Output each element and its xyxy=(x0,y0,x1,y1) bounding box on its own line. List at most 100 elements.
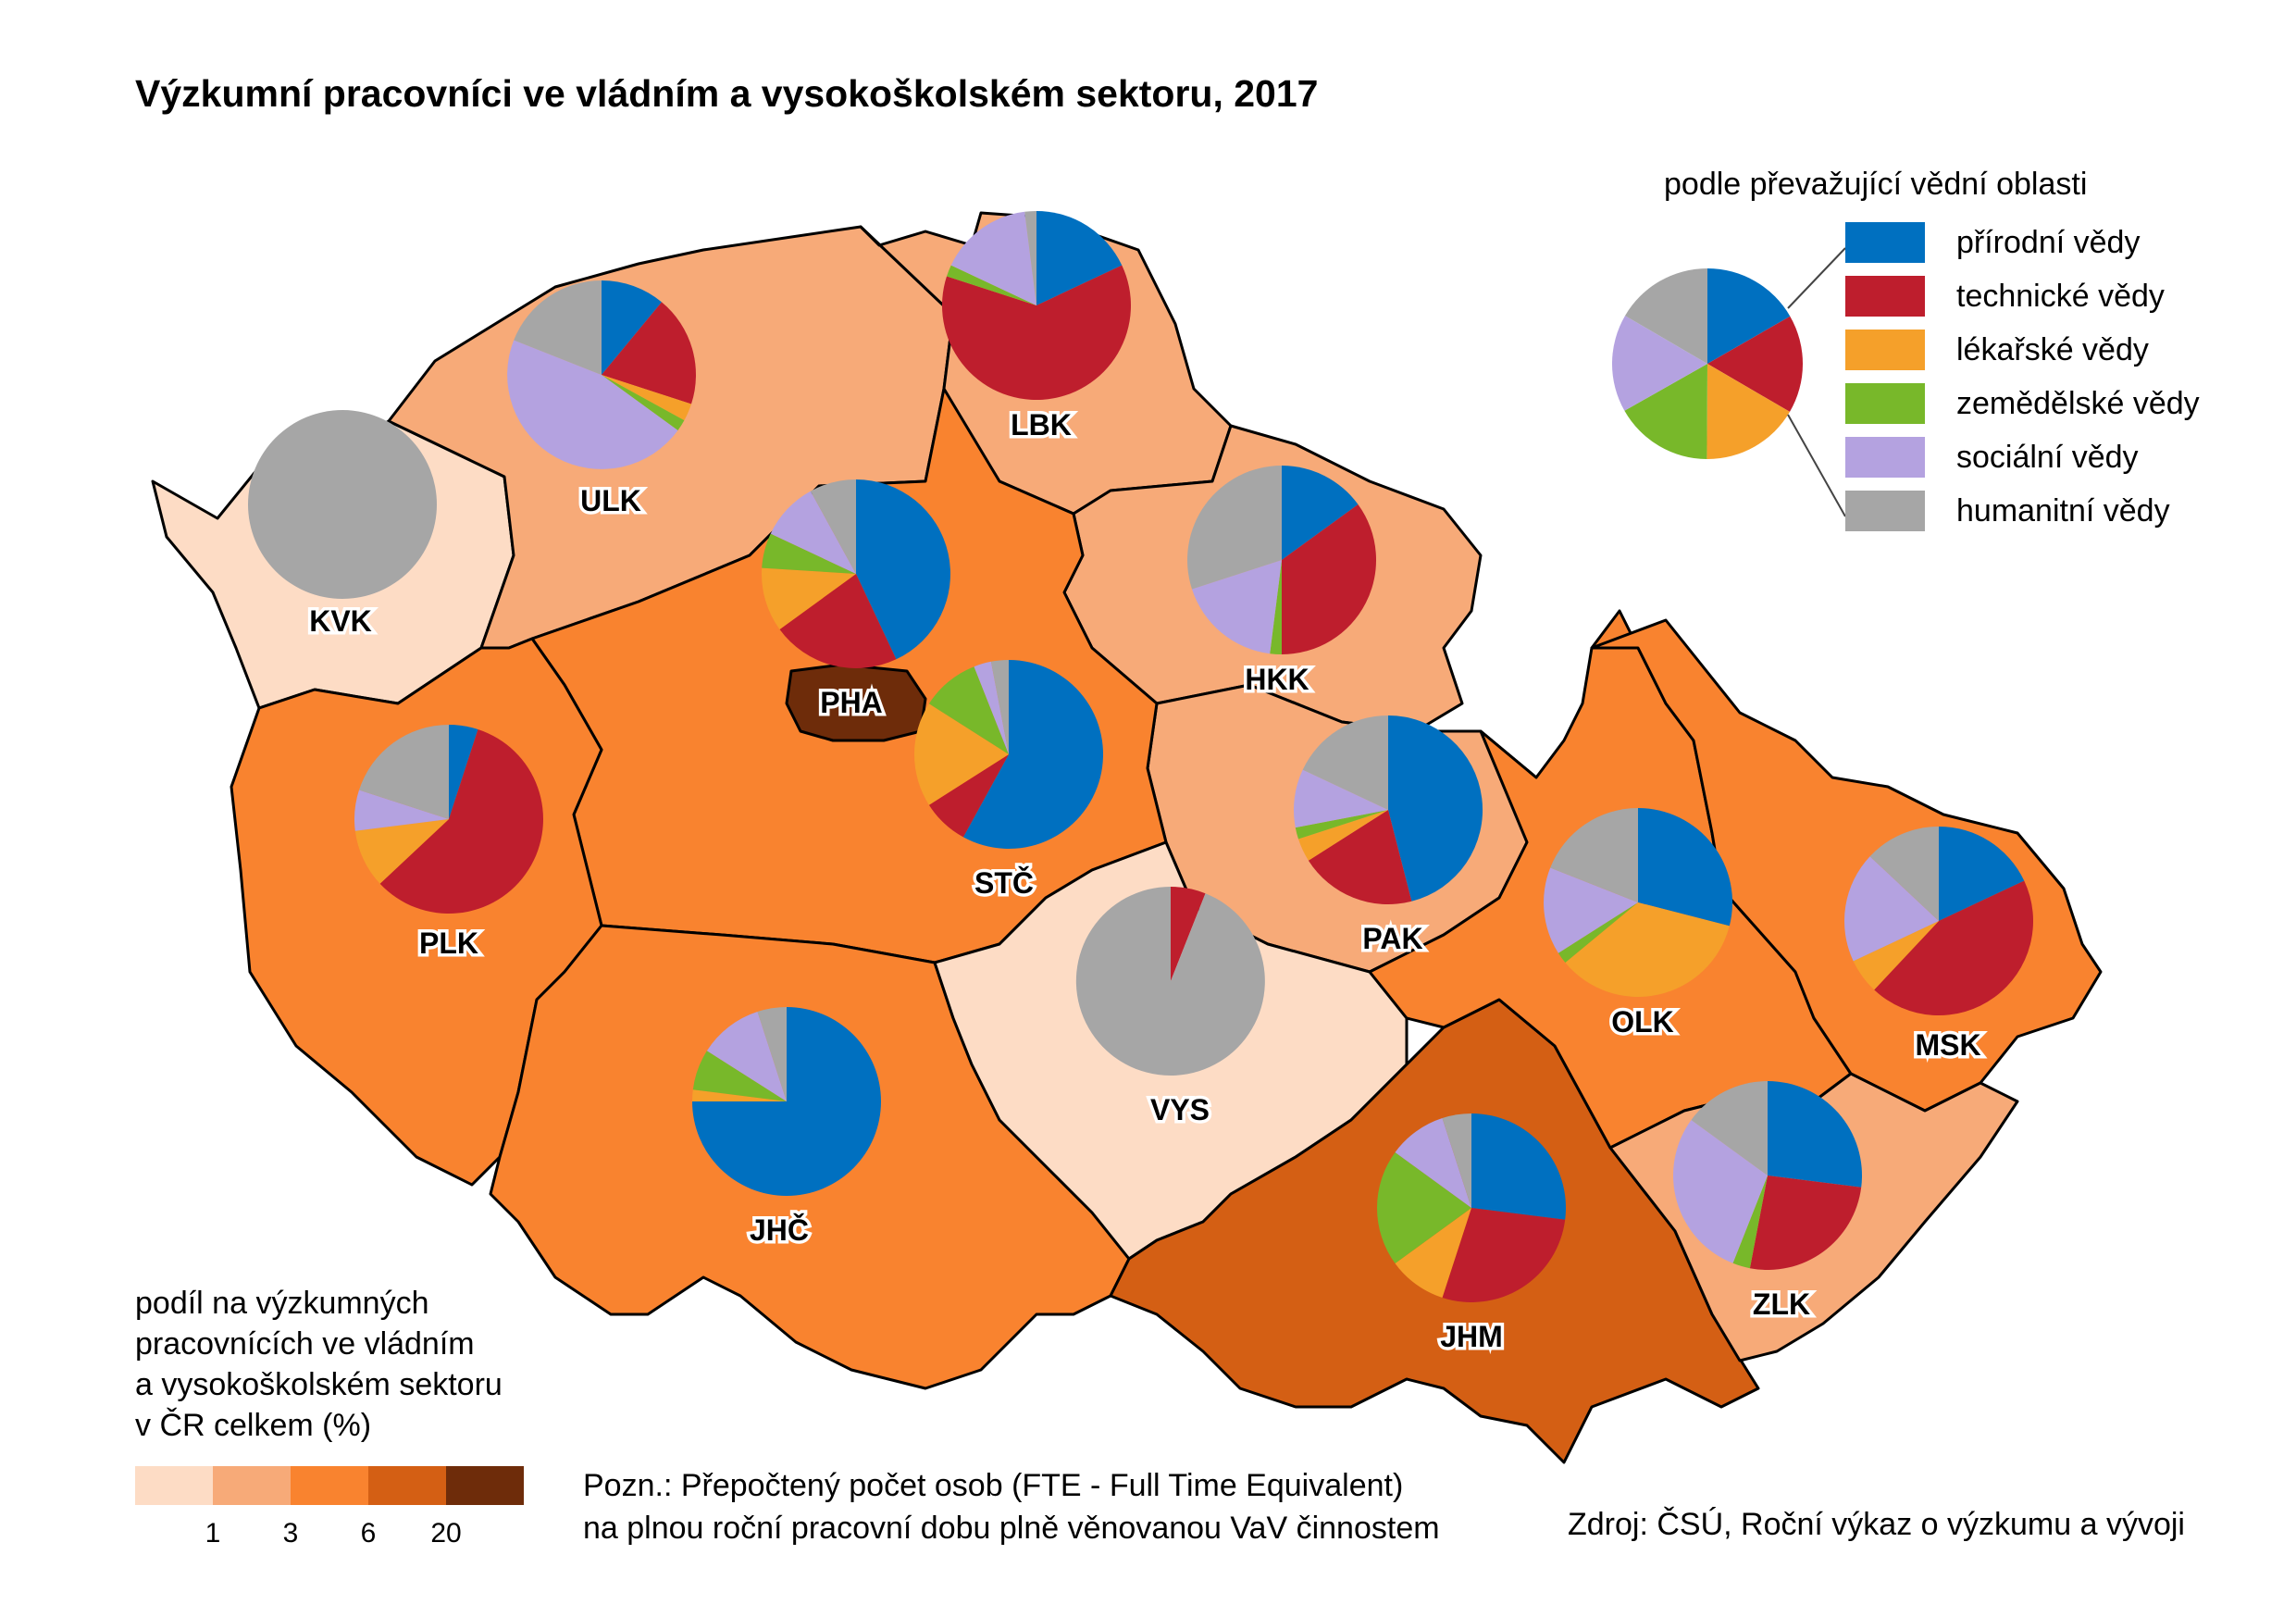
pie-HKK-slice-5 xyxy=(1187,466,1282,590)
pie-OLK-slice-4 xyxy=(1544,867,1638,953)
pie-LBK-slice-4 xyxy=(950,211,1036,305)
region-label-PHA: PHA xyxy=(820,686,883,719)
scale-tick-2: 6 xyxy=(360,1518,377,1549)
scale-box-2 xyxy=(291,1466,368,1505)
legend-swatch-1 xyxy=(1845,276,1925,317)
pie-PLK-slice-1 xyxy=(379,729,543,914)
pie-PHA[interactable] xyxy=(761,479,950,669)
legend-pie-slice-3 xyxy=(1624,364,1707,459)
pie-HKK-slice-3 xyxy=(1270,560,1282,655)
pie-ULK-slice-2 xyxy=(602,375,691,421)
pie-LBK-slice-0 xyxy=(1036,211,1123,305)
pie-JHM-slice-0 xyxy=(1471,1113,1567,1220)
pie-HKK-slice-1 xyxy=(1282,504,1377,654)
legend-sample-pie xyxy=(1611,268,1804,460)
region-label-PAK: PAK xyxy=(1362,922,1422,955)
pie-PAK-slice-0 xyxy=(1388,715,1483,902)
legend-label-2: lékařské vědy xyxy=(1956,331,2149,367)
pie-PAK-slice-2 xyxy=(1298,810,1388,861)
pie-PHA-slice-3 xyxy=(762,533,856,574)
legend-swatch-5 xyxy=(1845,491,1925,531)
scale-tick-1: 3 xyxy=(282,1518,299,1549)
region-area-PHA[interactable] xyxy=(785,663,927,742)
pie-VYS-slice-5 xyxy=(1075,886,1265,1076)
map-title: Výzkumní pracovníci ve vládním a vysokoš… xyxy=(135,72,1319,115)
pie-PLK-slice-2 xyxy=(354,819,449,884)
pie-OLK-slice-5 xyxy=(1550,808,1638,902)
pie-PLK[interactable] xyxy=(354,725,543,914)
pie-LBK-slice-5 xyxy=(1024,210,1036,305)
pie-JHM-slice-3 xyxy=(1376,1152,1471,1263)
choropleth-scale xyxy=(135,1466,524,1505)
pie-HKK[interactable] xyxy=(1187,466,1377,655)
scale-box-3 xyxy=(368,1466,446,1505)
region-pies xyxy=(248,210,2034,1302)
pie-MSK[interactable] xyxy=(1843,827,2034,1016)
legend-label-3: zemědělské vědy xyxy=(1956,385,2200,421)
pie-LBK[interactable] xyxy=(942,210,1132,401)
pie-ULK[interactable] xyxy=(507,280,696,469)
region-label-MSK: MSK xyxy=(1915,1028,1980,1062)
pie-ULK-slice-4 xyxy=(507,340,678,469)
pie-STC[interactable] xyxy=(913,660,1104,850)
pie-ZLK-slice-0 xyxy=(1768,1081,1863,1188)
legend-pie-slice-0 xyxy=(1707,268,1791,364)
legend-label-1: technické vědy xyxy=(1956,278,2165,314)
scale-box-0 xyxy=(135,1466,213,1505)
pie-KVK[interactable] xyxy=(248,410,437,599)
pie-PLK-slice-4 xyxy=(354,790,449,831)
legend-item-2: lékařské vědy xyxy=(1845,330,2149,370)
footnote: Pozn.: Přepočtený počet osob (FTE - Full… xyxy=(583,1468,1440,1546)
choropleth-legend-title: podíl na výzkumných pracovnících ve vlád… xyxy=(135,1286,503,1443)
pie-ULK-slice-3 xyxy=(602,375,685,430)
pie-HKK-slice-0 xyxy=(1282,466,1359,560)
pie-PAK-slice-3 xyxy=(1295,810,1388,840)
region-label-OLK: OLK xyxy=(1611,1005,1674,1039)
pie-STC-slice-2 xyxy=(913,703,1009,805)
legend-item-1: technické vědy xyxy=(1845,276,2165,317)
scale-tick-0: 1 xyxy=(205,1518,221,1549)
pie-MSK-slice-4 xyxy=(1843,856,1939,962)
scale-box-1 xyxy=(213,1466,291,1505)
scale-tick-3: 20 xyxy=(430,1518,462,1549)
legend-label-0: přírodní vědy xyxy=(1956,224,2141,260)
legend-pie-slice-5 xyxy=(1625,268,1707,364)
pie-ZLK-slice-3 xyxy=(1732,1175,1768,1269)
pie-HKK-slice-4 xyxy=(1192,560,1282,654)
region-label-PLK: PLK xyxy=(419,927,478,960)
pie-PAK[interactable] xyxy=(1293,715,1483,905)
pie-OLK-slice-0 xyxy=(1638,807,1733,927)
pie-MSK-slice-0 xyxy=(1939,827,2025,921)
pie-ZLK-slice-5 xyxy=(1691,1081,1768,1175)
region-label-VYS: VYS xyxy=(1150,1093,1210,1126)
region-labels: PHA STČ JHČ PLK KVK ULK LBK HKK PAK VYS JHM OLK MSK Z… xyxy=(306,405,1984,1357)
pie-OLK-slice-2 xyxy=(1565,902,1730,998)
pie-LBK-slice-3 xyxy=(947,265,1036,305)
pie-STC-slice-1 xyxy=(928,754,1009,838)
pie-JHM[interactable] xyxy=(1376,1113,1567,1302)
region-label-ULK: ULK xyxy=(580,484,641,517)
legend-pie-slice-2 xyxy=(1706,364,1790,460)
pie-PHA-slice-5 xyxy=(810,479,856,574)
legend-label-5: humanitní vědy xyxy=(1956,492,2170,529)
scale-box-4 xyxy=(446,1466,524,1505)
legend-item-4: sociální vědy xyxy=(1845,437,2139,478)
pie-JHM-slice-5 xyxy=(1442,1113,1471,1208)
pie-OLK[interactable] xyxy=(1544,807,1733,998)
region-label-KVK: KVK xyxy=(309,604,372,638)
pie-PHA-slice-2 xyxy=(761,567,856,629)
pie-JHC[interactable] xyxy=(692,1007,881,1196)
region-label-LBK: LBK xyxy=(1011,408,1072,442)
pie-VYS[interactable] xyxy=(1075,886,1265,1076)
legend-item-0: přírodní vědy xyxy=(1845,222,2140,263)
pie-PLK-slice-5 xyxy=(359,725,449,819)
pie-VYS-slice-1 xyxy=(1171,887,1206,981)
legend-pie-slice-1 xyxy=(1707,316,1804,412)
pie-JHC-slice-3 xyxy=(692,1051,787,1101)
pie-MSK-slice-2 xyxy=(1853,921,1939,990)
legend-label-4: sociální vědy xyxy=(1956,439,2139,475)
legend-item-5: humanitní vědy xyxy=(1845,491,2170,531)
legend-pie-slice-4 xyxy=(1611,316,1707,411)
pie-MSK-slice-5 xyxy=(1869,827,1939,921)
pie-ZLK[interactable] xyxy=(1673,1081,1863,1271)
